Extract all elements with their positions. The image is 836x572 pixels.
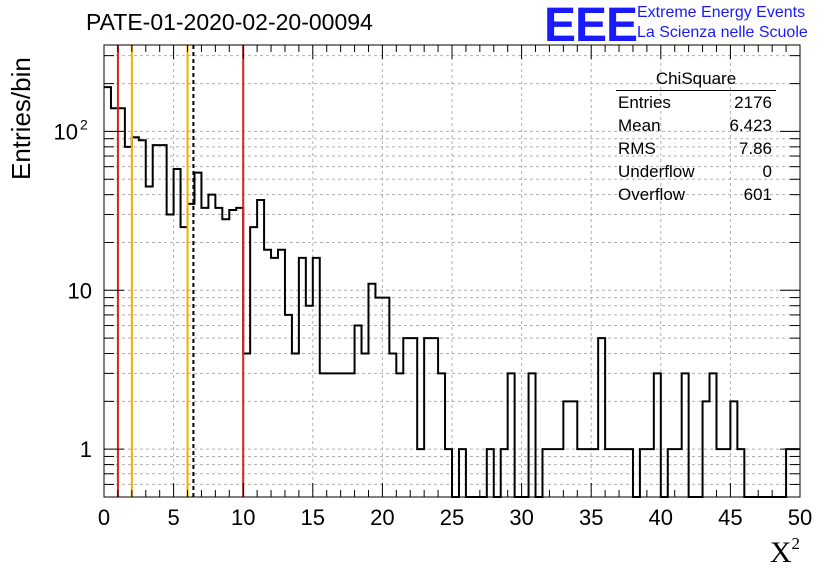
y-tick-label: 10: [68, 278, 92, 303]
grid-lines: [104, 45, 800, 498]
stats-row-overflow: Overflow 601: [612, 183, 776, 206]
histogram-series: [104, 86, 800, 498]
stats-value: 7.86: [738, 139, 772, 158]
stats-label: Underflow: [618, 162, 695, 181]
eee-logo: EEE Extreme Energy Events La Scienza nel…: [544, 0, 834, 52]
stats-title: ChiSquare: [616, 68, 776, 91]
histogram-line: [104, 86, 800, 498]
run-title: PATE-01-2020-02-20-00094: [86, 9, 373, 35]
logo-line-2: La Scienza nelle Scuole: [637, 24, 808, 41]
x-tick-label: 5: [167, 505, 179, 530]
x-tick-label: 25: [440, 505, 464, 530]
logo-mark: EEE: [544, 0, 638, 52]
stats-row-entries: Entries 2176: [612, 91, 776, 114]
stats-label: Overflow: [618, 185, 686, 204]
x-axis-label: X2: [769, 534, 801, 570]
stats-value: 601: [743, 185, 772, 204]
stats-value: 6.423: [729, 116, 772, 135]
x-tick-label: 50: [788, 505, 812, 530]
stats-label: Mean: [618, 116, 661, 135]
y-tick-label: 10: [54, 119, 78, 144]
stats-row-rms: RMS 7.86: [612, 137, 776, 160]
x-tick-label: 35: [579, 505, 603, 530]
x-axis-label-exponent: 2: [791, 534, 801, 553]
stats-label: Entries: [618, 93, 671, 112]
y-tick-label: 1: [80, 437, 92, 462]
stats-row-underflow: Underflow 0: [612, 160, 776, 183]
y-axis-label: Entries/bin: [6, 57, 36, 180]
x-tick-label: 15: [301, 505, 325, 530]
marker-lines: [116, 45, 245, 497]
x-tick-label: 45: [718, 505, 742, 530]
x-tick-label: 0: [98, 505, 110, 530]
axis-ticks: [103, 45, 801, 498]
x-axis-label-symbol: X: [769, 536, 792, 569]
x-tick-label: 20: [370, 505, 394, 530]
x-tick-label: 30: [509, 505, 533, 530]
x-tick-label: 10: [231, 505, 255, 530]
logo-line-1: Extreme Energy Events: [637, 4, 806, 21]
y-tick-label-exponent: 2: [80, 116, 88, 132]
stats-label: RMS: [618, 139, 656, 158]
stats-value: 2176: [734, 93, 772, 112]
stats-value: 0: [762, 162, 772, 181]
stats-box: ChiSquare Entries 2176 Mean 6.423 RMS 7.86 …: [612, 68, 776, 206]
stats-row-mean: Mean 6.423: [612, 114, 776, 137]
x-tick-label: 40: [649, 505, 673, 530]
